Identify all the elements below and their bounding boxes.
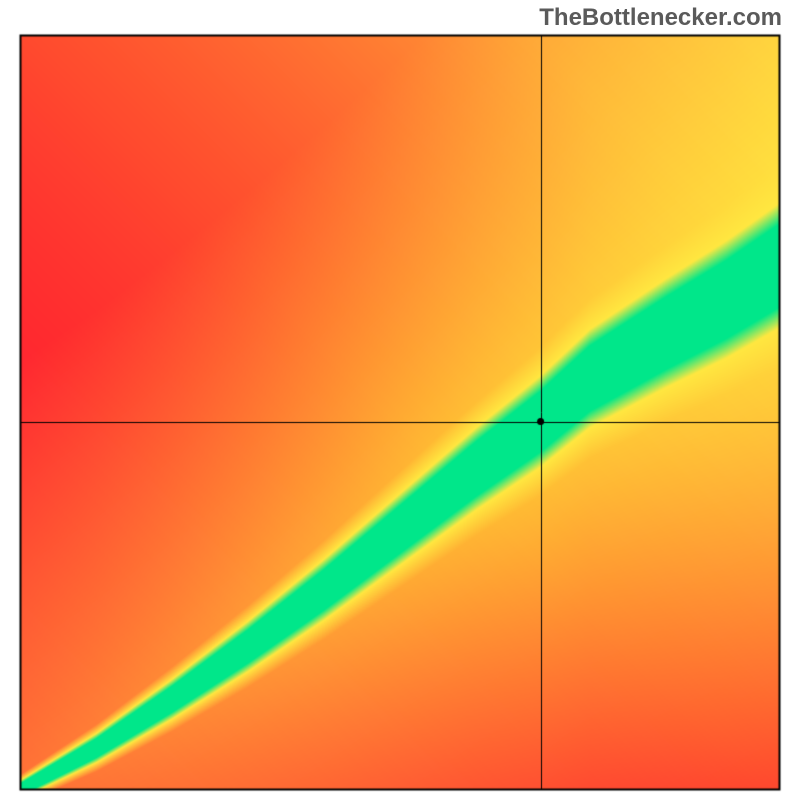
chart-container: TheBottlenecker.com <box>0 0 800 800</box>
bottleneck-heatmap <box>0 0 800 800</box>
watermark-text: TheBottlenecker.com <box>539 4 782 32</box>
